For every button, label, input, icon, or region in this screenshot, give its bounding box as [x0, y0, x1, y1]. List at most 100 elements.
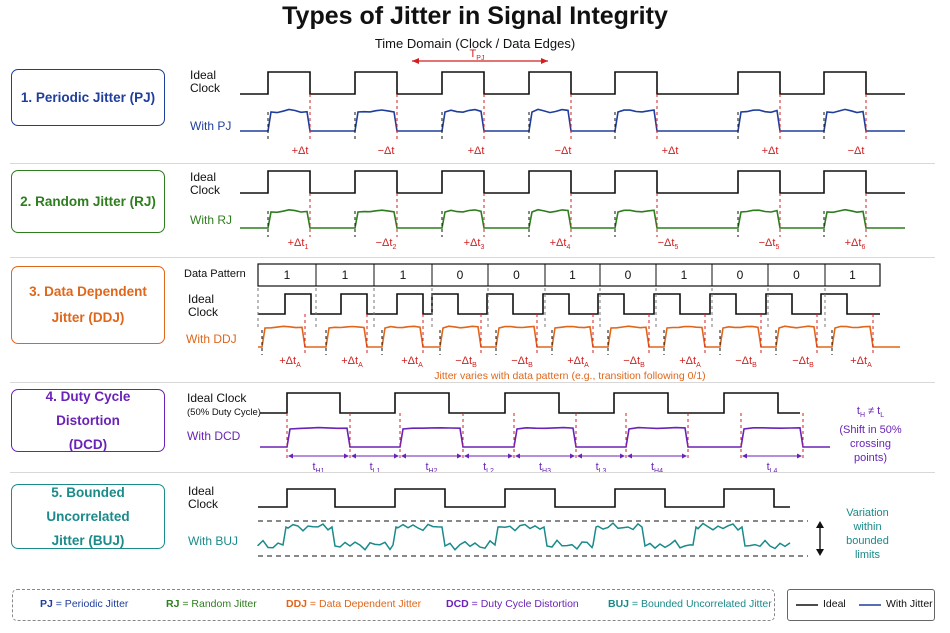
buj-arrowhead-up: [816, 521, 824, 528]
rj-delta-label: +Δt1: [288, 237, 309, 251]
dcd-arrowhead: [394, 453, 399, 459]
tpj-label: TPJ: [470, 48, 485, 62]
ddj-delta-label: −ΔtB: [792, 355, 814, 369]
ddj-delta-label: −ΔtB: [511, 355, 533, 369]
separator: [10, 257, 935, 258]
rj-jitter-wave: [240, 208, 905, 229]
ddj-pattern-bit: 0: [513, 268, 520, 282]
dcd-ideal-wave: [260, 392, 800, 414]
pj-delta-label: +Δt: [762, 145, 779, 157]
tpj-arrowhead-right: [541, 58, 548, 64]
ddj-title-box: 3. Data Dependent Jitter (DDJ): [11, 266, 165, 344]
buj-side-note: Variation within bounded limits: [846, 507, 889, 561]
rj-title-box: 2. Random Jitter (RJ): [11, 170, 165, 233]
dcd-arrowhead: [620, 453, 625, 459]
rj-delta-label: +Δt6: [845, 237, 866, 251]
dcd-arrowhead: [627, 453, 632, 459]
rj-delta-label: −Δt5: [658, 237, 679, 251]
buj-title: 5. Bounded Uncorrelated Jitter (BUJ): [46, 484, 130, 548]
buj-ideal-wave: [258, 488, 790, 508]
ddj-pattern-bit: 1: [284, 268, 291, 282]
legend-buj: BUJ = Bounded Uncorrelated Jitter: [608, 598, 772, 610]
ddj-delta-label: −ΔtB: [623, 355, 645, 369]
dcd-ideal-label: Ideal Clock: [187, 391, 247, 405]
dcd-title-box: 4. Duty Cycle Distortion (DCD): [11, 389, 165, 452]
rj-delta-label: +Δt3: [464, 237, 485, 251]
ddj-delta-label: +ΔtA: [401, 355, 423, 369]
buj-arrowhead-down: [816, 549, 824, 556]
page-title: Types of Jitter in Signal Integrity: [282, 2, 668, 30]
legend-rj: RJ = Random Jitter: [166, 598, 257, 610]
ddj-pattern-bit: 1: [400, 268, 407, 282]
pj-ideal-label: Ideal Clock: [190, 68, 221, 95]
ddj-delta-label: +ΔtA: [567, 355, 589, 369]
ddj-pattern-label: Data Pattern: [184, 268, 246, 280]
pj-delta-label: +Δt: [292, 145, 309, 157]
rj-delta-label: −Δt5: [759, 237, 780, 251]
pj-delta-label: +Δt: [468, 145, 485, 157]
dcd-arrowhead: [401, 453, 406, 459]
pj-title: 1. Periodic Jitter (PJ): [20, 89, 156, 105]
separator: [10, 472, 935, 473]
separator: [10, 163, 935, 164]
dcd-arrowhead: [570, 453, 575, 459]
tpj-arrowhead-left: [412, 58, 419, 64]
ddj-pattern-bit: 1: [569, 268, 576, 282]
legend-dcd: DCD = Duty Cycle Distortion: [446, 598, 579, 610]
ddj-note: Jitter varies with data pattern (e.g., t…: [434, 370, 706, 382]
rj-ideal-wave: [240, 170, 905, 194]
dcd-period-label: tL2: [483, 461, 494, 475]
ddj-pattern-bit: 1: [681, 268, 688, 282]
ddj-delta-label: −ΔtB: [455, 355, 477, 369]
pj-title-box: 1. Periodic Jitter (PJ): [11, 69, 165, 126]
pj-ideal-wave: [240, 71, 905, 95]
dcd-jitter-wave: [260, 426, 830, 448]
line-key: [787, 589, 935, 621]
pj-delta-label: −Δt: [378, 145, 395, 157]
legend: [12, 589, 775, 621]
pj-delta-label: −Δt: [848, 145, 865, 157]
dcd-arrowhead: [797, 453, 802, 459]
rj-ideal-label: Ideal Clock: [190, 170, 221, 197]
buj-title-box: 5. Bounded Uncorrelated Jitter (BUJ): [11, 484, 165, 549]
pj-jitter-wave: [240, 108, 905, 132]
line-key-swatches: [796, 604, 881, 606]
rj-delta-label: +Δt4: [550, 237, 571, 251]
subtitle: Time Domain (Clock / Data Edges): [374, 36, 576, 51]
dcd-ideal-sub: (50% Duty Cycle): [187, 407, 261, 418]
legend-pj: PJ = Periodic Jitter: [40, 598, 129, 610]
ddj-delta-label: +ΔtA: [341, 355, 363, 369]
ddj-pattern-bit: 0: [793, 268, 800, 282]
ddj-with-label: With DDJ: [186, 332, 237, 346]
dcd-period-label: tL3: [596, 461, 607, 475]
pj-delta-label: −Δt: [555, 145, 572, 157]
pj-delta-label: +Δt: [662, 145, 679, 157]
key-jitter-label: With Jitter: [886, 598, 933, 610]
buj-jitter-wave: [257, 522, 791, 551]
separator: [10, 382, 935, 383]
dcd-arrowhead: [351, 453, 356, 459]
dcd-period-label: tL4: [767, 461, 778, 475]
legend-ddj: DDJ = Data Dependent Jitter: [286, 598, 422, 610]
rj-with-label: With RJ: [190, 213, 232, 227]
dcd-arrowhead: [577, 453, 582, 459]
dcd-arrowhead: [344, 453, 349, 459]
ddj-pattern-bit: 0: [457, 268, 464, 282]
pj-with-label: With PJ: [190, 119, 232, 133]
dcd-side-note: tH ≠ tL (Shift in 50% crossing points): [839, 405, 902, 465]
rj-title: 2. Random Jitter (RJ): [20, 193, 156, 209]
dcd-arrowhead: [508, 453, 513, 459]
dcd-arrowhead: [457, 453, 462, 459]
dcd-arrowhead: [288, 453, 293, 459]
dcd-with-label: With DCD: [187, 429, 241, 443]
dcd-arrowhead: [742, 453, 747, 459]
dcd-arrowhead: [682, 453, 687, 459]
ddj-pattern-bit: 0: [737, 268, 744, 282]
buj-with-label: With BUJ: [188, 534, 239, 548]
ddj-pattern-bit: 1: [342, 268, 349, 282]
ddj-pattern-bit: 1: [849, 268, 856, 282]
key-ideal-label: Ideal: [823, 598, 846, 610]
ddj-delta-label: +ΔtA: [279, 355, 301, 369]
ddj-pattern-frame: [257, 263, 881, 287]
